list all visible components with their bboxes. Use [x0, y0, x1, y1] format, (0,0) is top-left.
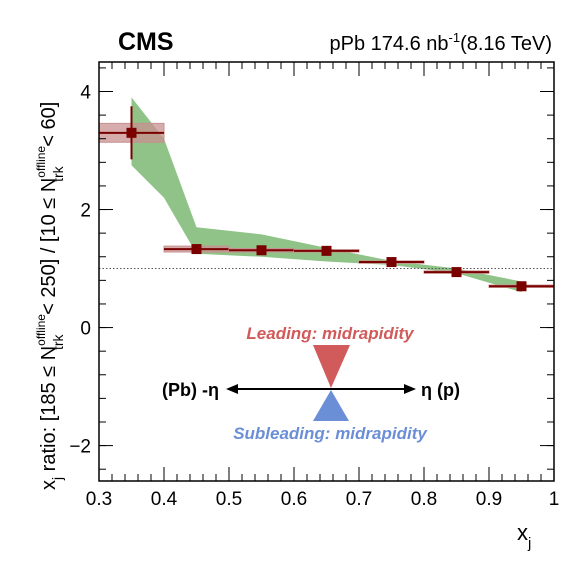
left-arrow-label: (Pb) -η	[162, 380, 219, 400]
rapidity-diagram: Leading: midrapidity (Pb) -η η (p) Suble…	[162, 324, 460, 443]
x-tick-label: 0.5	[216, 489, 242, 510]
x-tick-label: 0.6	[281, 489, 307, 510]
y-tick-label: 4	[80, 83, 91, 104]
luminosity-exponent: -1	[449, 30, 461, 45]
right-arrow-label: η (p)	[421, 380, 460, 400]
subleading-triangle	[313, 390, 349, 421]
arrow-left-head	[226, 384, 238, 394]
data-point	[126, 127, 137, 138]
x-tick-label: 0.9	[476, 489, 502, 510]
data-point	[256, 245, 267, 256]
y-label-text2: < 250] / [10 ≤ N	[38, 178, 60, 321]
leading-triangle	[313, 345, 350, 388]
y-label-prefix: x	[38, 480, 60, 490]
y-label-sub2: trk	[50, 165, 66, 182]
data-point	[451, 267, 462, 278]
experiment-label: CMS	[118, 28, 174, 56]
y-label-prefix-sub: j	[49, 477, 65, 481]
y-label-text1: ratio: [185 ≤ N	[38, 346, 60, 477]
x-tick-label: 0.3	[86, 489, 112, 510]
energy-label: (8.16 TeV)	[460, 33, 552, 55]
x-axis-label-main: x	[517, 520, 528, 545]
y-label-sup2: offline	[34, 146, 48, 178]
model-band	[131, 97, 522, 293]
y-axis-label: xj ratio: [185 ≤ Noffline trk < 250] / [1…	[34, 102, 66, 490]
data-points-layer	[98, 106, 555, 292]
axis-ticks-layer: 0.3 0.4 0.5 0.6 0.7 0.8 0.9 1 −2 0 2 4	[69, 62, 559, 510]
y-tick-label: 2	[80, 201, 91, 222]
y-label-text3: < 60]	[38, 102, 60, 153]
leading-label: Leading: midrapidity	[246, 324, 415, 343]
x-axis-label-sub: j	[527, 535, 531, 552]
x-tick-label: 0.7	[346, 489, 372, 510]
subleading-label: Subleading: midrapidity	[233, 424, 428, 443]
x-tick-label: 1	[549, 489, 560, 510]
data-point	[516, 281, 527, 292]
data-point	[321, 245, 332, 256]
y-label-sup1: offline	[34, 314, 48, 346]
y-tick-label: 0	[80, 319, 91, 340]
x-axis-label: xj	[517, 520, 531, 552]
data-point	[191, 244, 202, 255]
plot-frame	[98, 61, 555, 482]
collision-label: pPb 174.6 nb-1(8.16 TeV)	[330, 30, 552, 55]
y-tick-label: −2	[69, 437, 91, 458]
y-label-sub1: trk	[50, 333, 66, 350]
arrow-right-head	[404, 384, 416, 394]
x-tick-label: 0.8	[411, 489, 437, 510]
collision-system: pPb 174.6 nb	[330, 33, 449, 55]
model-band-layer	[131, 97, 522, 293]
data-point	[386, 257, 397, 268]
x-tick-label: 0.4	[151, 489, 178, 510]
